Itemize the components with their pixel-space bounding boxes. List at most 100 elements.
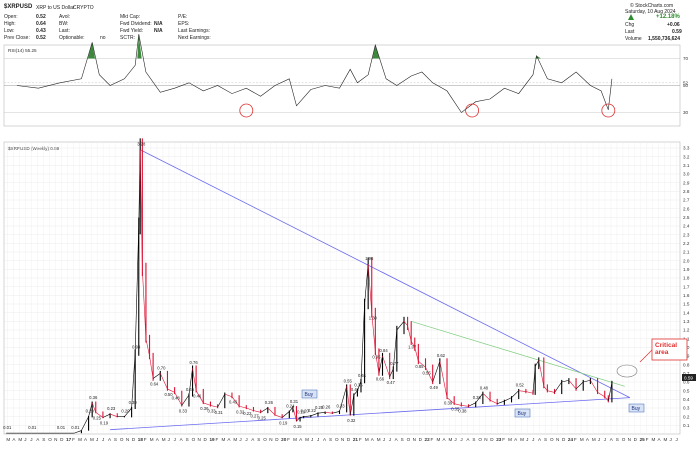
price-segment <box>210 405 218 408</box>
price-segment <box>88 402 93 417</box>
lower-trendline <box>110 397 630 431</box>
time-tick-label: D <box>132 437 136 442</box>
time-tick-label: A <box>610 437 614 442</box>
time-tick-label: M <box>150 437 154 442</box>
rsi-oversold-circle <box>239 103 254 118</box>
price-annotation: 0.62 <box>437 353 446 358</box>
price-tick-label: 2.4 <box>683 224 690 229</box>
time-tick-label: D <box>490 437 494 442</box>
price-segment <box>131 352 136 409</box>
price-tick-label: 2.2 <box>683 241 690 246</box>
price-tick-label: 0.8 <box>683 362 690 367</box>
time-tick-label: 18 <box>138 437 144 442</box>
price-annotation: 0.27 <box>250 414 259 419</box>
change-pct: +12.18% <box>656 14 680 20</box>
price-annotation: 0.38 <box>458 408 467 413</box>
price-tick-label: 0.5 <box>683 388 690 393</box>
time-tick-label: 21 <box>353 437 359 442</box>
price-segment <box>339 386 347 412</box>
time-tick-label: N <box>628 437 631 442</box>
price-segment <box>511 390 519 398</box>
time-tick-label: O <box>192 437 196 442</box>
price-tick-label: 0.3 <box>683 406 690 411</box>
price-grid <box>4 142 680 434</box>
time-tick-label: O <box>335 437 339 442</box>
date-label: Saturday, 10 Aug 2024 <box>625 9 676 15</box>
time-tick-label: A <box>658 437 662 442</box>
optionable-label: Optionable: <box>59 35 85 41</box>
rsi-tick-label: 30 <box>683 110 689 115</box>
time-tick-label: 23 <box>496 437 502 442</box>
price-annotation: 0.52 <box>516 383 525 388</box>
price-annotation: 0.36 <box>89 395 98 400</box>
price-segment <box>538 360 545 387</box>
time-tick-label: A <box>108 437 112 442</box>
price-annotation: 0.31 <box>290 399 299 404</box>
time-tick-label: J <box>389 437 391 442</box>
price-tick-label: 0.4 <box>683 397 690 402</box>
price-segment <box>95 412 104 418</box>
volume-value: 1,550,736,624 <box>648 36 680 42</box>
price-segment <box>231 396 240 407</box>
time-tick-label: M <box>664 437 668 442</box>
price-annotation: 0.76 <box>190 360 199 365</box>
avol-label: Avol: <box>59 14 71 20</box>
time-tick-label: J <box>675 437 677 442</box>
time-tick-label: M <box>580 437 584 442</box>
price-segment <box>468 402 476 407</box>
price-segment <box>292 407 297 422</box>
time-tick-label: D <box>275 437 279 442</box>
price-annotation: 0.84 <box>380 348 389 353</box>
rsi-oversold-circle <box>601 103 616 118</box>
last-label: Last: <box>59 28 70 34</box>
price-annotation: 0.48 <box>172 395 181 400</box>
price-tick-label: 3.0 <box>683 172 690 177</box>
price-segment <box>246 407 254 411</box>
price-segment <box>160 373 168 390</box>
price-segment <box>518 390 526 392</box>
price-segment <box>289 406 294 412</box>
time-tick-label: J <box>174 437 176 442</box>
price-segment <box>403 321 408 326</box>
price-tick-label: 2.1 <box>683 250 690 255</box>
low-value: 0.43 <box>36 28 46 34</box>
price-tick-label: 0.2 <box>683 414 690 419</box>
time-tick-label: 22 <box>425 437 431 442</box>
price-tick-label: 1.5 <box>683 302 690 307</box>
fwd-yield-label: Fwd Yield: <box>120 28 144 34</box>
time-tick-label: N <box>198 437 201 442</box>
price-segment <box>217 393 226 408</box>
time-tick-label: M <box>78 437 82 442</box>
price-annotation: 0.33 <box>179 408 188 413</box>
time-tick-label: F <box>574 437 577 442</box>
time-tick-label: A <box>586 437 590 442</box>
price-axis: 0.10.20.30.40.50.60.70.80.91.01.11.21.31… <box>683 146 690 428</box>
price-segment <box>81 416 89 431</box>
rsi-tick-label: 70 <box>683 56 689 61</box>
green-trendline <box>411 320 625 387</box>
price-segment <box>504 397 512 402</box>
time-tick-label: M <box>90 437 94 442</box>
time-tick-label: M <box>18 437 22 442</box>
time-tick-label: M <box>592 437 596 442</box>
price-segment <box>446 397 455 404</box>
time-tick-label: J <box>604 437 606 442</box>
price-segment <box>364 264 369 305</box>
last2-label: Last <box>625 29 635 35</box>
price-segment <box>203 402 211 406</box>
time-tick-label: J <box>598 437 600 442</box>
chg-label: Chg <box>625 22 635 28</box>
price-segment <box>188 368 193 396</box>
price-annotation: 0.25 <box>315 405 324 410</box>
price-annotation: 0.01 <box>28 425 37 430</box>
time-tick-label: 25 <box>640 437 646 442</box>
price-annotation: 0.22 <box>243 411 252 416</box>
price-annotation: 0.77 <box>390 361 399 366</box>
time-tick-label: D <box>204 437 208 442</box>
time-tick-label: A <box>36 437 40 442</box>
price-segment <box>167 388 175 393</box>
price-segment <box>124 407 132 417</box>
buy-label-2: Buy <box>518 411 527 417</box>
time-tick-label: F <box>144 437 147 442</box>
time-tick-label: D <box>347 437 351 442</box>
